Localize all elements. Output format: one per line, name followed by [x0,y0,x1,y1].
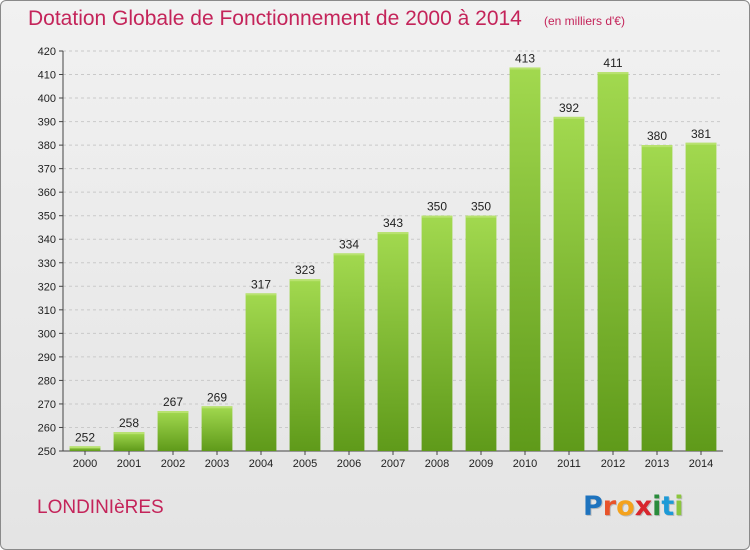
brand-letter: t [661,491,675,522]
data-label: 380 [647,129,667,143]
y-tick-label: 320 [38,281,56,293]
bar-highlight [157,411,189,413]
y-tick-label: 310 [38,305,56,317]
bars [69,67,717,452]
data-labels: 252 258 267 269 317 323 334 343 350 350 413 392 411 3… [75,51,711,444]
brand-letter: r [602,491,617,522]
x-tick-label: 2012 [601,458,625,470]
data-label: 381 [691,127,711,141]
brand-letter: i [652,491,662,522]
town-name: LONDINIèRES [37,497,164,518]
y-tick-label: 360 [38,187,56,199]
x-tick-label: 2013 [645,458,669,470]
y-tick-label: 270 [38,399,56,411]
bar-highlight [69,446,101,449]
bar-highlight [377,232,409,235]
brand-letter: x [634,491,653,522]
brand-letter: i [674,491,684,522]
x-tick-label: 2002 [161,458,185,470]
bar-highlight [421,215,453,218]
bar-2003 [201,406,233,451]
y-tick-labels: 250 260 270 280 290 300 310 320 330 340 350 360 370 3… [38,46,56,458]
bar-2005 [289,279,321,451]
bar-highlight [333,253,365,256]
bar-2014 [685,142,717,451]
x-tick-label: 2003 [205,458,229,470]
x-tick-label: 2001 [117,458,141,470]
y-tick-label: 350 [38,211,56,223]
bar-highlight [553,116,585,119]
y-tick-label: 340 [38,234,56,246]
y-tick-label: 290 [38,352,56,364]
bar-highlight [465,215,497,218]
data-label: 258 [119,416,139,430]
y-tick-label: 250 [38,446,56,458]
y-tick-label: 410 [38,70,56,82]
data-label: 323 [295,263,315,277]
x-tick-label: 2004 [249,458,273,470]
data-label: 350 [427,200,447,214]
y-tick-label: 260 [38,422,56,434]
brand-letter: P [583,491,603,522]
bar-2006 [333,253,365,451]
bar-highlight [201,406,233,409]
y-tick-label: 280 [38,375,56,387]
bar-highlight [245,293,277,296]
data-label: 334 [339,237,359,251]
bar-highlight [685,142,717,145]
chart-subtitle: (en milliers d'€) [544,14,625,28]
x-tick-label: 2005 [293,458,317,470]
bar-2008 [421,215,453,451]
bar-2013 [641,145,673,451]
bar-2011 [553,116,585,451]
y-tick-label: 380 [38,140,56,152]
data-label: 317 [251,277,271,291]
data-label: 269 [207,390,227,404]
bar-2001 [113,432,145,451]
chart-title: Dotation Globale de Fonctionnement de 20… [28,7,522,30]
x-tick-label: 2006 [337,458,361,470]
y-tick-label: 300 [38,328,56,340]
bar-2007 [377,232,409,451]
data-label: 392 [559,101,579,115]
bar-2002 [157,411,189,451]
y-tick-label: 390 [38,117,56,129]
bar-2010 [509,67,541,452]
x-tick-label: 2008 [425,458,449,470]
x-tick-label: 2009 [469,458,493,470]
bar-highlight [509,67,541,70]
x-tick-label: 2014 [689,458,713,470]
y-tick-label: 330 [38,258,56,270]
proxiti-logo: Proxiti [583,491,684,522]
x-tick-label: 2007 [381,458,405,470]
data-label: 413 [515,51,535,65]
bar-highlight [113,432,145,435]
y-tick-label: 370 [38,164,56,176]
x-tick-label: 2010 [513,458,537,470]
data-label: 252 [75,430,95,444]
y-tick-label: 420 [38,46,56,58]
y-tick-label: 400 [38,93,56,105]
data-label: 350 [471,200,491,214]
x-tick-labels: 2000 2001 2002 2003 2004 2005 2006 2007 2008 2009… [73,451,713,470]
brand-letter: o [616,491,635,522]
bar-highlight [597,72,629,75]
bar-2009 [465,215,497,451]
bar-2000 [69,446,101,451]
bar-highlight [641,145,673,148]
bar-highlight [289,279,321,282]
bar-2012 [597,72,629,452]
data-label: 343 [383,216,403,230]
data-label: 267 [163,395,183,409]
data-label: 411 [603,56,622,70]
bar-2004 [245,293,277,451]
x-tick-label: 2011 [557,458,581,470]
x-tick-label: 2000 [73,458,97,470]
